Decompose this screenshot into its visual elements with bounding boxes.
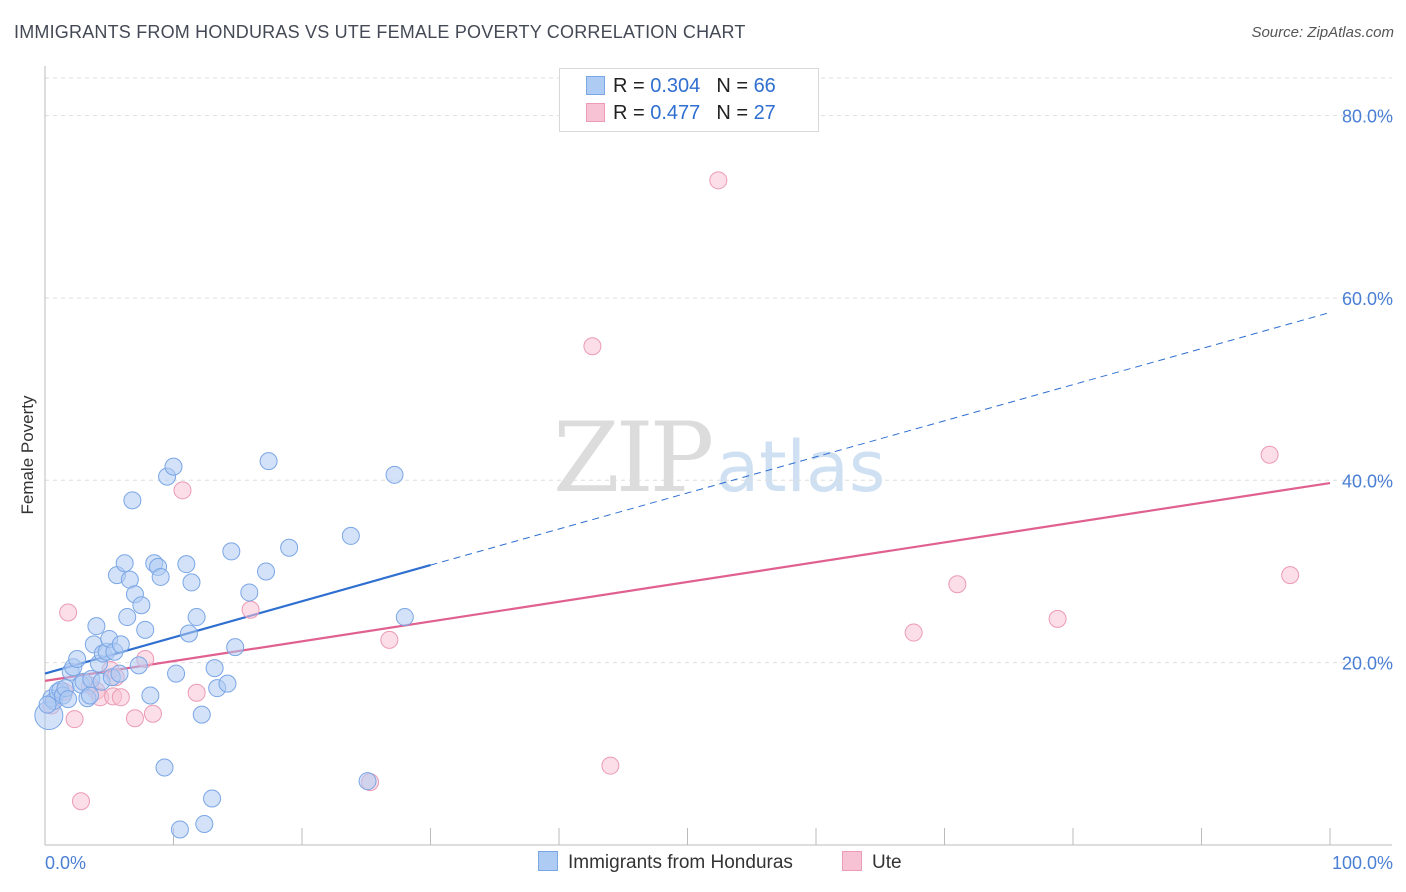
honduras-point	[280, 538, 299, 557]
honduras-point	[179, 624, 198, 643]
grid-lines	[45, 77, 1392, 664]
honduras-point	[341, 526, 360, 545]
honduras-point	[170, 820, 189, 839]
honduras-point	[182, 573, 201, 592]
watermark: ZIPatlas	[553, 402, 885, 514]
watermark-zip: ZIP	[553, 402, 714, 514]
honduras-point	[38, 695, 57, 714]
ute-point	[59, 603, 78, 622]
honduras-point	[205, 659, 224, 678]
ute-point	[601, 756, 620, 775]
ute-point	[187, 683, 206, 702]
honduras-point	[87, 617, 106, 636]
honduras-point	[111, 635, 130, 654]
ute-point	[948, 575, 967, 594]
legend-n-value: 27	[753, 102, 776, 124]
honduras-point	[115, 554, 134, 573]
data-points	[34, 171, 1300, 839]
source-label: Source: ZipAtlas.com	[1251, 24, 1394, 41]
honduras-point	[240, 583, 259, 602]
x-tick-label: 100.0%	[1332, 853, 1393, 873]
honduras-point	[132, 596, 151, 615]
y-tick-label: 60.0%	[1342, 289, 1393, 309]
honduras-point	[129, 656, 148, 675]
ute-point	[1260, 445, 1279, 464]
ute-trend-line	[44, 481, 1331, 682]
tick-labels: 20.0% 40.0% 60.0% 80.0% 0.0% 100.0%	[45, 107, 1393, 873]
ute-point	[111, 688, 130, 707]
ute-point	[709, 171, 728, 190]
y-tick-label: 80.0%	[1342, 107, 1393, 127]
ute-point	[1281, 566, 1300, 585]
honduras-trend-extension	[430, 312, 1331, 566]
honduras-point	[68, 650, 87, 668]
ute-point	[904, 623, 923, 642]
ute-point	[125, 709, 144, 728]
honduras-point	[155, 758, 174, 777]
legend-n-value: 66	[753, 75, 776, 97]
x-tick-label: 0.0%	[45, 853, 86, 873]
honduras-point	[164, 457, 183, 476]
y-tick-label: 20.0%	[1342, 654, 1393, 674]
honduras-point	[118, 608, 137, 627]
honduras-point	[358, 772, 377, 791]
honduras-point	[257, 562, 276, 581]
ute-point	[143, 704, 162, 723]
trend-lines	[44, 312, 1331, 682]
legend-r-label: R =	[613, 102, 645, 124]
legend-row-series1: R = 0.304 N = 66	[586, 75, 776, 99]
honduras-point	[80, 686, 99, 705]
honduras-point	[167, 664, 186, 683]
chart-title: IMMIGRANTS FROM HONDURAS VS UTE FEMALE P…	[14, 22, 746, 42]
ute-point	[583, 337, 602, 356]
bottom-legend-series1: Immigrants from Honduras	[538, 851, 793, 874]
honduras-point	[123, 491, 142, 510]
y-tick-label: 40.0%	[1342, 471, 1393, 491]
honduras-point	[203, 789, 222, 808]
bottom-legend-swatch-blue	[538, 851, 558, 871]
legend-r-label: R =	[613, 75, 645, 97]
honduras-point	[222, 542, 241, 561]
honduras-point	[385, 465, 404, 484]
honduras-point	[141, 686, 160, 705]
correlation-legend: R = 0.304 N = 66 R = 0.477 N = 27	[559, 68, 819, 132]
legend-r-value: 0.477	[650, 102, 701, 124]
honduras-point	[195, 815, 214, 834]
ute-point	[241, 600, 260, 619]
honduras-point	[395, 608, 414, 627]
legend-r-value: 0.304	[650, 75, 701, 97]
legend-row-series2: R = 0.477 N = 27	[586, 102, 776, 126]
honduras-point	[177, 555, 196, 574]
honduras-point	[110, 664, 129, 683]
ute-point	[71, 792, 90, 811]
watermark-atlas: atlas	[716, 426, 886, 508]
honduras-point	[59, 690, 78, 709]
honduras-point	[136, 620, 155, 639]
bottom-legend-swatch-pink	[842, 851, 862, 871]
honduras-point	[151, 567, 170, 586]
ute-point	[1048, 609, 1067, 628]
bottom-legend-label: Ute	[872, 852, 902, 873]
honduras-point	[192, 705, 211, 724]
honduras-point	[218, 674, 237, 693]
legend-swatch-pink	[586, 103, 605, 122]
bottom-legend-label: Immigrants from Honduras	[568, 852, 793, 873]
legend-n-label: N =	[716, 75, 748, 97]
honduras-point	[187, 608, 206, 627]
ute-point	[173, 481, 192, 500]
legend-swatch-blue	[586, 76, 605, 95]
honduras-point	[226, 638, 245, 657]
ute-point	[65, 710, 84, 729]
ute-point	[380, 630, 399, 649]
bottom-legend-series2: Ute	[842, 851, 902, 874]
legend-n-label: N =	[716, 102, 748, 124]
honduras-point	[259, 452, 278, 471]
